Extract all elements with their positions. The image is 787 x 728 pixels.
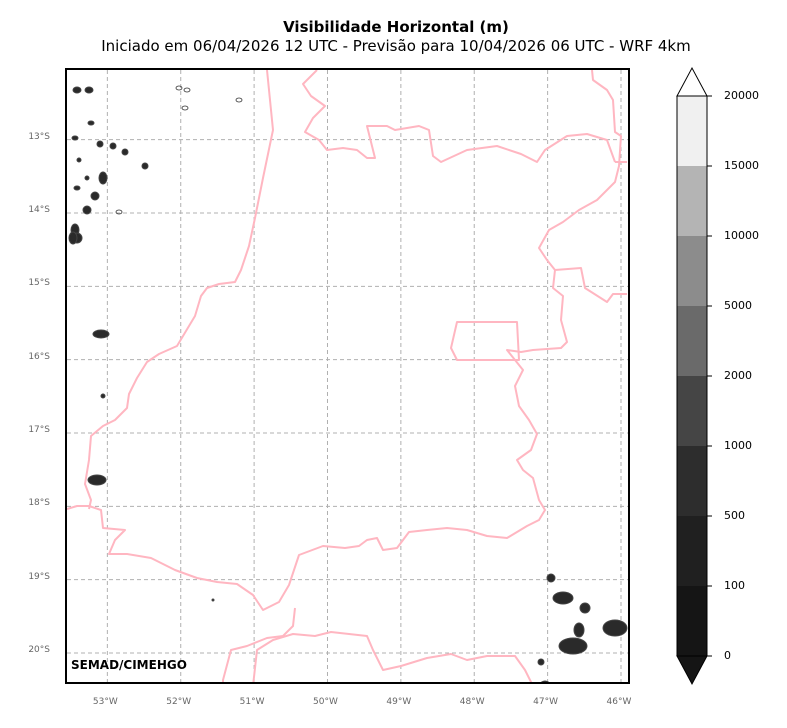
fog-ring — [181, 105, 189, 111]
lon-tick-label: 49°W — [386, 697, 412, 707]
fog-contours — [68, 85, 628, 682]
fog-blob — [540, 680, 550, 682]
fog-blob — [552, 591, 574, 605]
lat-tick-label: 17°S — [28, 425, 50, 435]
lat-tick-label: 20°S — [28, 645, 50, 655]
map-title: Visibilidade Horizontal (m) — [283, 18, 509, 36]
fog-blob — [573, 622, 585, 638]
fog-blob — [84, 86, 94, 94]
fog-blob — [92, 329, 110, 339]
fog-blob — [90, 191, 100, 201]
colorbar-tick-label: 20000 — [724, 89, 759, 102]
lat-tick-label: 15°S — [28, 278, 50, 289]
southern-border — [252, 631, 533, 682]
lon-tick-label: 46°W — [606, 697, 632, 707]
lon-tick-label: 51°W — [239, 697, 265, 707]
lon-tick-label: 53°W — [92, 697, 118, 707]
fog-blob — [71, 135, 79, 141]
fog-ring — [115, 209, 123, 215]
lon-tick-label: 47°W — [533, 697, 559, 707]
goias-border — [67, 70, 627, 611]
fog-blob — [73, 185, 81, 191]
fog-blob — [141, 162, 149, 170]
fog-blob — [68, 231, 78, 245]
fog-blob — [76, 157, 82, 163]
fog-blob — [546, 573, 556, 583]
fog-ring — [235, 97, 243, 103]
fog-blob — [72, 86, 82, 94]
colorbar-segment — [677, 306, 707, 376]
fog-blob — [84, 175, 90, 181]
credit-label: SEMAD/CIMEHGO — [71, 658, 187, 672]
colorbar-tick-label: 1000 — [724, 439, 752, 452]
colorbar-tick-label: 5000 — [724, 299, 752, 312]
colorbar-extend-top — [676, 66, 708, 97]
colorbar-segment — [677, 376, 707, 446]
fog-blob — [537, 658, 545, 666]
lat-tick-label: 16°S — [28, 351, 50, 362]
colorbar-segment — [677, 516, 707, 586]
colorbar — [676, 66, 712, 686]
lon-tick-label: 52°W — [166, 697, 192, 707]
fog-blob — [109, 142, 117, 150]
lat-tick-label: 13°S — [28, 131, 50, 142]
map-canvas — [67, 70, 628, 682]
colorbar-tick-label: 15000 — [724, 159, 759, 172]
lat-tick-label: 14°S — [28, 205, 50, 215]
fog-blob — [87, 120, 95, 126]
northwest-border — [84, 70, 274, 510]
colorbar-segment — [677, 166, 707, 236]
fog-blob — [87, 474, 107, 486]
fog-blob — [100, 393, 106, 399]
fog-blob — [602, 619, 628, 637]
fog-blob — [211, 598, 215, 602]
colorbar-segment — [677, 446, 707, 516]
lat-tick-label: 19°S — [28, 571, 50, 582]
fog-blob — [82, 205, 92, 215]
colorbar-tick-label: 2000 — [724, 369, 752, 382]
df-border — [450, 321, 520, 361]
colorbar-segment — [677, 586, 707, 656]
fog-blob — [98, 171, 108, 185]
colorbar-tick-label: 0 — [724, 649, 731, 662]
gridlines — [67, 70, 628, 682]
colorbar-tick-label: 500 — [724, 509, 745, 522]
colorbar-tick-label: 100 — [724, 579, 745, 592]
lat-tick-label: 18°S — [28, 498, 50, 509]
map-panel: SEMAD/CIMEHGO — [65, 68, 630, 684]
colorbar-tick-label: 10000 — [724, 229, 759, 242]
colorbar-segment — [677, 236, 707, 306]
fog-blob — [579, 602, 591, 614]
fog-ring — [175, 85, 183, 91]
southwest-border — [222, 607, 296, 682]
fog-blob — [96, 140, 104, 148]
lon-tick-label: 50°W — [313, 697, 338, 707]
fog-blob — [558, 637, 588, 655]
colorbar-segment — [677, 96, 707, 166]
colorbar-extend-bottom — [676, 655, 708, 686]
lon-tick-label: 48°W — [459, 697, 485, 707]
map-subtitle: Iniciado em 06/04/2026 12 UTC - Previsão… — [101, 37, 691, 55]
fog-blob — [121, 148, 129, 156]
fog-ring — [183, 87, 191, 93]
state-borders — [67, 70, 627, 682]
